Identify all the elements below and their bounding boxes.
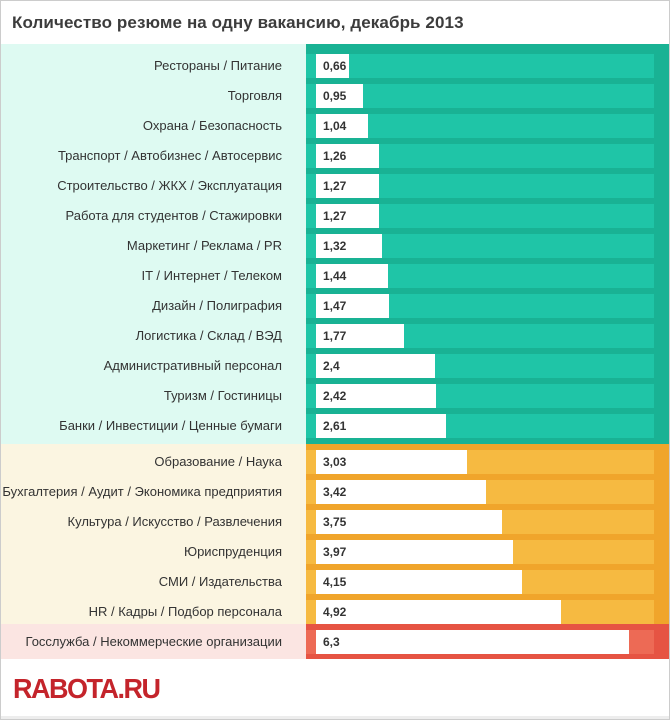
value-bar: 4,15 xyxy=(316,570,523,594)
category-label: Административный персонал xyxy=(103,358,282,373)
value-label: 1,27 xyxy=(323,179,347,193)
category-label: Транспорт / Автобизнес / Автосервис xyxy=(57,148,282,163)
value-label: 3,03 xyxy=(323,455,347,469)
value-label: 2,4 xyxy=(323,359,340,373)
category-label: Маркетинг / Реклама / PR xyxy=(126,238,282,253)
section-green: Рестораны / Питание 0,66 Торговля 0,95 Охран… xyxy=(1,44,669,444)
value-bar: 2,4 xyxy=(316,354,436,378)
chart-row: Юриспруденция 3,97 xyxy=(1,534,669,564)
chart-title: Количество резюме на одну вакансию, дека… xyxy=(12,12,464,32)
value-bar: 1,26 xyxy=(316,144,379,168)
category-label: Культура / Искусство / Развлечения xyxy=(67,514,282,529)
category-label: Туризм / Гостиницы xyxy=(163,388,282,403)
chart-row: СМИ / Издательства 4,15 xyxy=(1,564,669,594)
value-bar: 3,03 xyxy=(316,450,467,474)
value-label: 0,95 xyxy=(323,89,347,103)
chart-row: Образование / Наука 3,03 xyxy=(1,444,669,474)
value-label: 0,66 xyxy=(323,59,347,73)
category-label: Охрана / Безопасность xyxy=(142,118,282,133)
value-label: 4,92 xyxy=(323,605,347,619)
value-label: 1,44 xyxy=(323,269,347,283)
value-bar: 2,42 xyxy=(316,384,437,408)
chart-row: Рестораны / Питание 0,66 xyxy=(1,48,669,78)
value-bar: 3,97 xyxy=(316,540,514,564)
value-bar: 1,32 xyxy=(316,234,382,258)
category-label: Образование / Наука xyxy=(154,454,282,469)
value-label: 4,15 xyxy=(323,575,347,589)
chart-row: Логистика / Склад / ВЭД 1,77 xyxy=(1,318,669,348)
value-label: 3,42 xyxy=(323,485,347,499)
category-label: СМИ / Издательства xyxy=(158,574,282,589)
value-label: 2,42 xyxy=(323,389,347,403)
chart-row: Административный персонал 2,4 xyxy=(1,348,669,378)
value-bar: 0,95 xyxy=(316,84,364,108)
value-label: 3,97 xyxy=(323,545,347,559)
category-label: Рестораны / Питание xyxy=(153,58,282,73)
value-bar: 4,92 xyxy=(316,600,561,624)
chart-row: Торговля 0,95 xyxy=(1,78,669,108)
chart-row: Дизайн / Полиграфия 1,47 xyxy=(1,288,669,318)
value-label: 1,04 xyxy=(323,119,347,133)
category-label: Торговля xyxy=(227,88,282,103)
chart-row: HR / Кадры / Подбор персонала 4,92 xyxy=(1,594,669,624)
value-bar: 0,66 xyxy=(316,54,349,78)
chart-row: Туризм / Гостиницы 2,42 xyxy=(1,378,669,408)
value-label: 1,32 xyxy=(323,239,347,253)
category-label: Бухгалтерия / Аудит / Экономика предприя… xyxy=(2,484,282,499)
chart-row: Работа для студентов / Стажировки 1,27 xyxy=(1,198,669,228)
chart-row: Бухгалтерия / Аудит / Экономика предприя… xyxy=(1,474,669,504)
category-label: Строительство / ЖКХ / Эксплуатация xyxy=(57,178,282,193)
value-label: 1,26 xyxy=(323,149,347,163)
value-label: 3,75 xyxy=(323,515,347,529)
chart-row: Маркетинг / Реклама / PR 1,32 xyxy=(1,228,669,258)
chart-row: Культура / Искусство / Развлечения 3,75 xyxy=(1,504,669,534)
category-label: HR / Кадры / Подбор персонала xyxy=(88,604,282,619)
value-label: 1,27 xyxy=(323,209,347,223)
category-label: Юриспруденция xyxy=(183,544,282,559)
value-label: 6,3 xyxy=(323,635,340,649)
category-label: IT / Интернет / Телеком xyxy=(141,268,282,283)
section-orange: Образование / Наука 3,03 Бухгалтерия / Ауд… xyxy=(1,444,669,624)
category-label: Госслужба / Некоммерческие организации xyxy=(25,634,282,649)
value-bar: 1,27 xyxy=(316,204,380,228)
footer: RABOTA.RU xyxy=(1,659,669,719)
value-bar: 2,61 xyxy=(316,414,446,438)
chart-row: Транспорт / Автобизнес / Автосервис 1,26 xyxy=(1,138,669,168)
value-label: 1,47 xyxy=(323,299,347,313)
value-label: 1,77 xyxy=(323,329,347,343)
value-bar: 3,42 xyxy=(316,480,486,504)
chart-area: Рестораны / Питание 0,66 Торговля 0,95 Охран… xyxy=(1,44,669,659)
value-bar: 1,27 xyxy=(316,174,380,198)
chart-header: Количество резюме на одну вакансию, дека… xyxy=(1,1,669,44)
value-bar: 1,77 xyxy=(316,324,404,348)
chart-row: Госслужба / Некоммерческие организации 6,… xyxy=(1,624,669,654)
chart-row: Охрана / Безопасность 1,04 xyxy=(1,108,669,138)
value-bar: 1,47 xyxy=(316,294,390,318)
bar-track xyxy=(306,84,654,108)
value-bar: 3,75 xyxy=(316,510,503,534)
value-label: 2,61 xyxy=(323,419,347,433)
value-bar: 6,3 xyxy=(316,630,630,654)
category-label: Логистика / Склад / ВЭД xyxy=(135,328,282,343)
chart-row: Строительство / ЖКХ / Эксплуатация 1,27 xyxy=(1,168,669,198)
bar-track xyxy=(306,54,654,78)
chart-row: IT / Интернет / Телеком 1,44 xyxy=(1,258,669,288)
section-red: Госслужба / Некоммерческие организации 6,… xyxy=(1,624,669,659)
category-label: Дизайн / Полиграфия xyxy=(152,298,282,313)
rabota-ru-logo: RABOTA.RU xyxy=(13,673,161,705)
category-label: Банки / Инвестиции / Ценные бумаги xyxy=(59,418,282,433)
footer-strip xyxy=(1,716,669,719)
value-bar: 1,04 xyxy=(316,114,368,138)
category-label: Работа для студентов / Стажировки xyxy=(65,208,282,223)
chart-row: Банки / Инвестиции / Ценные бумаги 2,61 xyxy=(1,408,669,438)
value-bar: 1,44 xyxy=(316,264,388,288)
